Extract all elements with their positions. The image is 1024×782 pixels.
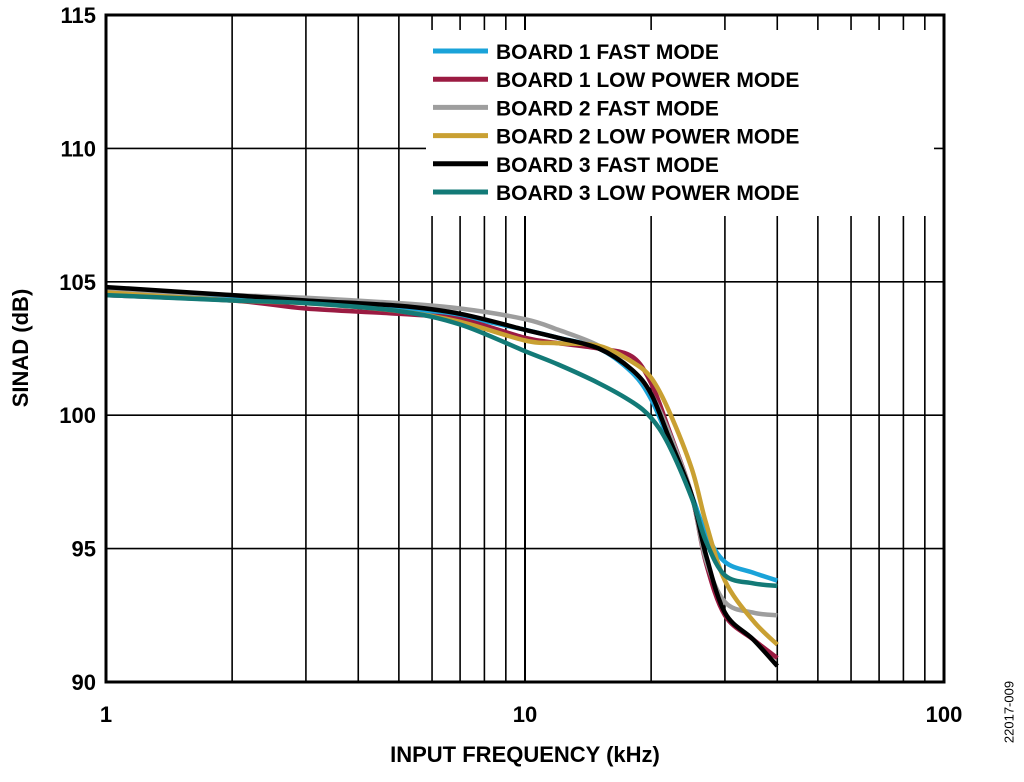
y-axis-title: SINAD (dB)	[8, 289, 33, 408]
y-tick-label: 90	[72, 670, 96, 695]
legend-label-3: BOARD 2 FAST MODE	[496, 97, 719, 120]
series-line-5	[105, 284, 779, 668]
x-tick-label: 10	[513, 702, 537, 727]
y-tick-label: 105	[59, 270, 96, 295]
legend: BOARD 1 FAST MODE BOARD 1 LOW POWER MODE B…	[426, 30, 934, 216]
legend-label-5: BOARD 3 FAST MODE	[496, 154, 719, 177]
series-line-6	[105, 292, 778, 589]
x-tick-label: 1	[100, 702, 112, 727]
series-line-1	[105, 290, 778, 583]
series-lines	[105, 284, 779, 668]
y-tick-label: 100	[59, 403, 96, 428]
x-tick-label: 100	[926, 702, 963, 727]
legend-label-4: BOARD 2 LOW POWER MODE	[496, 126, 799, 149]
legend-label-6: BOARD 3 LOW POWER MODE	[496, 182, 799, 205]
legend-label-1: BOARD 1 FAST MODE	[496, 41, 719, 64]
x-axis-title: INPUT FREQUENCY (kHz)	[390, 742, 660, 767]
y-tick-label: 115	[61, 3, 97, 28]
plot-frame	[104, 13, 946, 684]
legend-background	[426, 30, 934, 216]
legend-label-2: BOARD 1 LOW POWER MODE	[496, 69, 799, 92]
series-line-4	[105, 290, 779, 647]
figure-id-label: 22017-009	[1001, 681, 1016, 743]
y-tick-label: 95	[72, 537, 96, 562]
series-line-2	[105, 292, 779, 660]
y-tick-label: 110	[61, 136, 97, 161]
